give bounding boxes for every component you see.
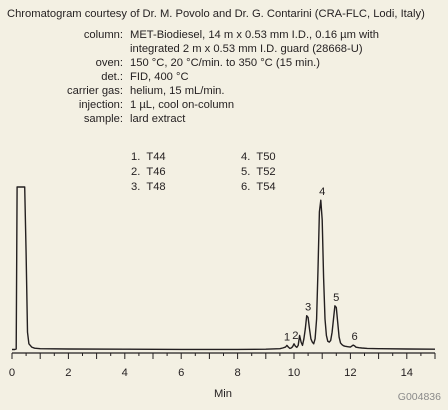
condition-row: integrated 2 m x 0.53 mm I.D. guard (286… (0, 43, 448, 57)
condition-row: sample: lard extract (0, 113, 448, 127)
peak-name: T44 (146, 151, 166, 163)
x-tick-label: 6 (178, 367, 184, 379)
peak-name: T54 (256, 181, 276, 193)
x-tick-label: 2 (65, 367, 71, 379)
x-tick-label: 8 (234, 367, 240, 379)
x-tick-label: 12 (344, 367, 356, 379)
peak-list-item: 6. T54 (241, 181, 276, 193)
peak-label: 4 (319, 186, 325, 198)
peak-list-item: 3. T48 (131, 181, 166, 193)
peak-number: 1. (131, 151, 141, 163)
x-tick-label: 10 (288, 367, 300, 379)
peak-label-layer: 1 2 3 4 5 6 (284, 186, 358, 343)
trace-layer (12, 186, 436, 351)
peak-list-item: 4. T50 (241, 151, 276, 163)
condition-row: column: MET-Biodiesel, 14 m x 0.53 mm I.… (0, 29, 448, 43)
condition-value: 150 °C, 20 °C/min. to 350 °C (15 min.) (130, 57, 321, 69)
peak-name: T52 (256, 166, 276, 178)
peak-name: T50 (256, 151, 276, 163)
peak-label: 2 (292, 330, 298, 342)
condition-label: sample: (83, 113, 123, 125)
peak-list-item: 1. T44 (131, 151, 166, 163)
courtesy-text: Chromatogram courtesy of Dr. M. Povolo a… (7, 8, 425, 20)
condition-row: carrier gas: helium, 15 mL/min. (0, 85, 448, 99)
x-axis: 0 2 4 6 8 10 12 14 (9, 352, 436, 379)
peak-number: 4. (241, 151, 251, 163)
peak-number: 2. (131, 166, 141, 178)
condition-row: oven: 150 °C, 20 °C/min. to 350 °C (15 m… (0, 57, 448, 71)
condition-row: det.: FID, 400 °C (0, 71, 448, 85)
condition-label: det.: (101, 71, 123, 83)
condition-label: injection: (78, 99, 123, 111)
x-tick-label: 0 (9, 367, 15, 379)
peak-label: 1 (284, 331, 290, 343)
peak-number: 6. (241, 181, 251, 193)
peak-name: T48 (146, 181, 166, 193)
figure-code: G004836 (398, 391, 441, 403)
condition-row: injection: 1 µL, cool on-column (0, 99, 448, 113)
condition-label: column: (83, 29, 123, 41)
peak-label: 3 (305, 302, 311, 314)
peak-number: 3. (131, 181, 141, 193)
peak-name: T46 (146, 166, 166, 178)
chromatogram-trace (12, 186, 436, 351)
condition-label: carrier gas: (67, 85, 123, 97)
condition-value: lard extract (130, 113, 186, 125)
x-tick-label: 14 (401, 367, 413, 379)
x-axis-label: Min (214, 388, 232, 400)
peak-label: 5 (333, 292, 339, 304)
condition-value: MET-Biodiesel, 14 m x 0.53 mm I.D., 0.16… (130, 29, 379, 41)
peak-number: 5. (241, 166, 251, 178)
peak-list-item: 2. T46 (131, 166, 166, 178)
x-tick-label: 4 (122, 367, 128, 379)
condition-label: oven: (95, 57, 123, 69)
condition-value: integrated 2 m x 0.53 mm I.D. guard (286… (130, 43, 363, 55)
condition-value: helium, 15 mL/min. (130, 85, 225, 97)
peak-list-item: 5. T52 (241, 166, 276, 178)
condition-value: 1 µL, cool on-column (130, 99, 235, 111)
peak-label: 6 (352, 331, 358, 343)
condition-value: FID, 400 °C (130, 71, 189, 83)
